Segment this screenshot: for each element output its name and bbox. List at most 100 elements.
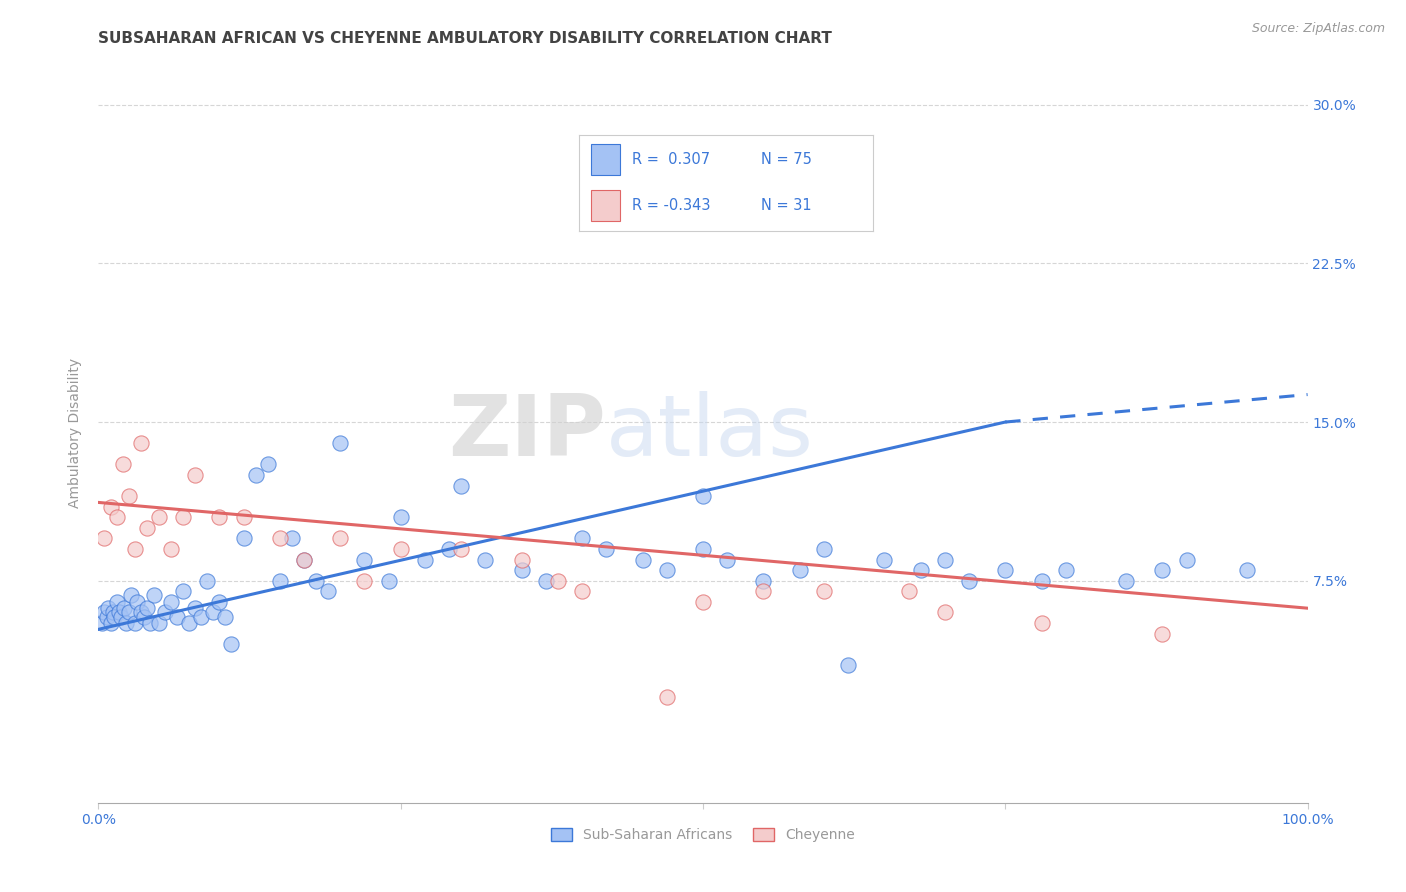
Point xyxy=(134,609,156,624)
Point xyxy=(474,552,496,566)
Point xyxy=(256,458,278,472)
Point xyxy=(655,563,678,577)
Point xyxy=(789,563,811,577)
Point xyxy=(910,563,932,577)
Point xyxy=(172,510,194,524)
Point xyxy=(190,609,212,624)
FancyBboxPatch shape xyxy=(591,190,620,221)
Point xyxy=(1115,574,1137,588)
Point xyxy=(124,615,146,630)
Point xyxy=(994,563,1017,577)
Point xyxy=(245,467,267,482)
Point xyxy=(813,584,835,599)
Point xyxy=(281,532,304,546)
Point xyxy=(329,436,352,450)
Point xyxy=(148,510,170,524)
Point xyxy=(547,574,569,588)
Point xyxy=(1236,563,1258,577)
Point xyxy=(100,615,122,630)
Point xyxy=(292,552,315,566)
Point xyxy=(957,574,980,588)
Point xyxy=(127,595,149,609)
Point xyxy=(214,609,236,624)
Point xyxy=(232,510,254,524)
Text: SUBSAHARAN AFRICAN VS CHEYENNE AMBULATORY DISABILITY CORRELATION CHART: SUBSAHARAN AFRICAN VS CHEYENNE AMBULATOR… xyxy=(98,31,832,46)
Point xyxy=(353,552,375,566)
Point xyxy=(571,532,593,546)
Point xyxy=(91,615,114,630)
Point xyxy=(195,574,218,588)
Point xyxy=(305,574,328,588)
Point xyxy=(101,606,124,620)
Point xyxy=(115,615,138,630)
Point xyxy=(329,532,352,546)
Point xyxy=(837,658,859,673)
Point xyxy=(1031,574,1053,588)
Text: R =  0.307: R = 0.307 xyxy=(631,152,710,167)
Point xyxy=(118,489,141,503)
Text: ZIP: ZIP xyxy=(449,391,606,475)
Point xyxy=(1054,563,1077,577)
Point xyxy=(96,609,118,624)
Point xyxy=(184,467,207,482)
Point xyxy=(135,521,157,535)
Text: N = 31: N = 31 xyxy=(761,198,811,213)
Point xyxy=(510,552,533,566)
Point xyxy=(752,584,775,599)
Point xyxy=(160,541,183,556)
Point xyxy=(208,510,231,524)
Point xyxy=(221,637,243,651)
Point xyxy=(934,552,956,566)
Point xyxy=(595,541,617,556)
FancyBboxPatch shape xyxy=(591,145,620,175)
Point xyxy=(692,541,714,556)
Point xyxy=(120,589,142,603)
Point xyxy=(269,532,291,546)
Point xyxy=(897,584,920,599)
Text: Source: ZipAtlas.com: Source: ZipAtlas.com xyxy=(1251,22,1385,36)
Point xyxy=(129,436,152,450)
Point xyxy=(143,589,166,603)
Point xyxy=(1152,626,1174,640)
Point xyxy=(1152,563,1174,577)
Point xyxy=(160,595,183,609)
Point xyxy=(389,510,412,524)
Point xyxy=(135,601,157,615)
Point xyxy=(110,609,132,624)
Point xyxy=(571,584,593,599)
Point xyxy=(752,574,775,588)
Point xyxy=(934,606,956,620)
Point xyxy=(292,552,315,566)
Point xyxy=(873,552,896,566)
Point xyxy=(450,478,472,492)
Point xyxy=(108,606,131,620)
Point xyxy=(208,595,231,609)
Point xyxy=(450,541,472,556)
Point xyxy=(105,595,128,609)
Point xyxy=(184,601,207,615)
Point xyxy=(510,563,533,577)
Point xyxy=(105,510,128,524)
Point xyxy=(413,552,436,566)
Point xyxy=(124,541,146,556)
Point xyxy=(692,489,714,503)
Point xyxy=(716,552,738,566)
Point xyxy=(129,606,152,620)
Y-axis label: Ambulatory Disability: Ambulatory Disability xyxy=(69,358,83,508)
Point xyxy=(316,584,339,599)
Point xyxy=(353,574,375,588)
Point xyxy=(631,552,654,566)
Point xyxy=(118,606,141,620)
Text: atlas: atlas xyxy=(606,391,814,475)
Point xyxy=(1031,615,1053,630)
Point xyxy=(172,584,194,599)
Point xyxy=(269,574,291,588)
Text: N = 75: N = 75 xyxy=(761,152,813,167)
Point xyxy=(813,541,835,556)
Legend: Sub-Saharan Africans, Cheyenne: Sub-Saharan Africans, Cheyenne xyxy=(546,822,860,847)
Point xyxy=(166,609,188,624)
Point xyxy=(179,615,201,630)
Point xyxy=(103,609,125,624)
Point xyxy=(232,532,254,546)
Point xyxy=(389,541,412,556)
